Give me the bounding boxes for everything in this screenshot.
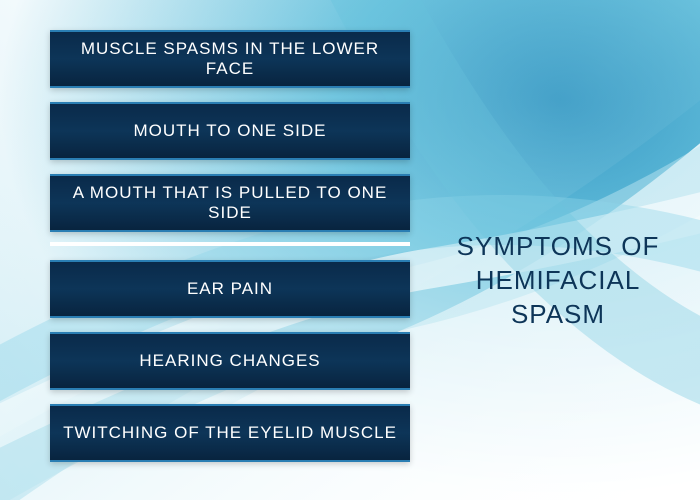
title-line-1: SYMPTOMS OF (438, 230, 678, 264)
symptom-item: EAR PAIN (50, 260, 410, 318)
symptom-item: MUSCLE SPASMS IN THE LOWER FACE (50, 30, 410, 88)
title-line-2: HEMIFACIAL SPASM (438, 264, 678, 332)
symptom-item: HEARING CHANGES (50, 332, 410, 390)
infographic-content: MUSCLE SPASMS IN THE LOWER FACE MOUTH TO… (0, 0, 700, 500)
list-divider (50, 242, 410, 246)
infographic-title: SYMPTOMS OF HEMIFACIAL SPASM (438, 230, 678, 331)
symptom-list: MUSCLE SPASMS IN THE LOWER FACE MOUTH TO… (50, 30, 410, 476)
symptom-item: MOUTH TO ONE SIDE (50, 102, 410, 160)
symptom-item: TWITCHING OF THE EYELID MUSCLE (50, 404, 410, 462)
symptom-item: A MOUTH THAT IS PULLED TO ONE SIDE (50, 174, 410, 232)
